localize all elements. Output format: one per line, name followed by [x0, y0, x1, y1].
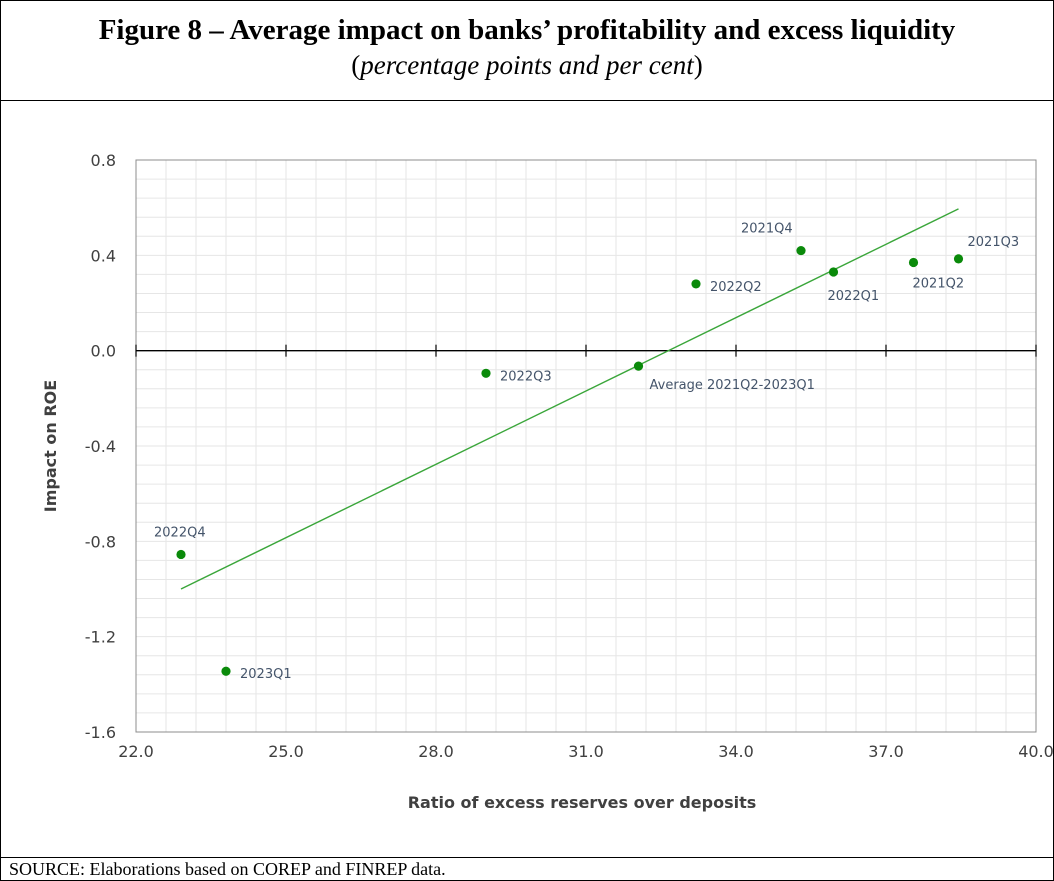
- y-tick-label: -0.4: [85, 437, 116, 456]
- chart-grid: [136, 160, 1036, 732]
- subtitle-open-paren: (: [351, 50, 360, 80]
- y-tick-label: -0.8: [85, 532, 116, 551]
- x-tick-label: 37.0: [868, 742, 904, 761]
- x-tick-label: 22.0: [118, 742, 154, 761]
- data-point: [176, 550, 185, 559]
- source-note: SOURCE: Elaborations based on COREP and …: [9, 859, 446, 880]
- y-tick-label: -1.6: [85, 723, 116, 742]
- subtitle-close-paren: ): [694, 50, 703, 80]
- y-tick-label: 0.8: [91, 151, 116, 170]
- data-point-label: 2021Q3: [968, 235, 1020, 250]
- data-point: [481, 369, 490, 378]
- y-tick-label: 0.4: [91, 246, 116, 265]
- x-tick-label: 34.0: [718, 742, 754, 761]
- data-point: [954, 254, 963, 263]
- x-axis-title: Ratio of excess reserves over deposits: [408, 793, 757, 812]
- x-tick-label: 31.0: [568, 742, 604, 761]
- data-point: [829, 267, 838, 276]
- scatter-chart: 2021Q2 2021Q3 2021Q4 2022Q1 2022Q2 2022Q3 2022…: [0, 101, 1054, 857]
- x-tick-label: 40.0: [1018, 742, 1054, 761]
- data-point-label: 2021Q2: [913, 276, 965, 291]
- point-labels: 2021Q2 2021Q3 2021Q4 2022Q1 2022Q2 2022Q3 2022…: [154, 222, 1019, 683]
- data-point-label: 2021Q4: [741, 222, 793, 237]
- data-point-label: 2022Q4: [154, 525, 206, 540]
- data-point-label: Average 2021Q2-2023Q1: [650, 378, 815, 393]
- figure-title: Figure 8 – Average impact on banks’ prof…: [0, 14, 1054, 47]
- y-axis-title: Impact on ROE: [41, 380, 60, 512]
- data-point: [691, 279, 700, 288]
- data-points: [176, 246, 963, 676]
- trendline: [181, 209, 959, 589]
- data-point: [796, 246, 805, 255]
- y-tick-label: 0.0: [91, 342, 116, 361]
- figure-subtitle: (percentage points and per cent): [0, 50, 1054, 81]
- data-point-label: 2022Q1: [828, 289, 880, 304]
- data-point-label: 2022Q2: [710, 280, 762, 295]
- data-point: [634, 362, 643, 371]
- source-divider: [0, 857, 1054, 858]
- data-point: [909, 258, 918, 267]
- data-point-label: 2022Q3: [500, 369, 552, 384]
- data-point-label: 2023Q1: [240, 667, 292, 682]
- x-tick-label: 25.0: [268, 742, 304, 761]
- x-tick-label: 28.0: [418, 742, 454, 761]
- y-tick-label: -1.2: [85, 628, 116, 647]
- trendline-group: [181, 209, 959, 589]
- data-point: [221, 667, 230, 676]
- subtitle-units: percentage points and per cent: [360, 50, 693, 80]
